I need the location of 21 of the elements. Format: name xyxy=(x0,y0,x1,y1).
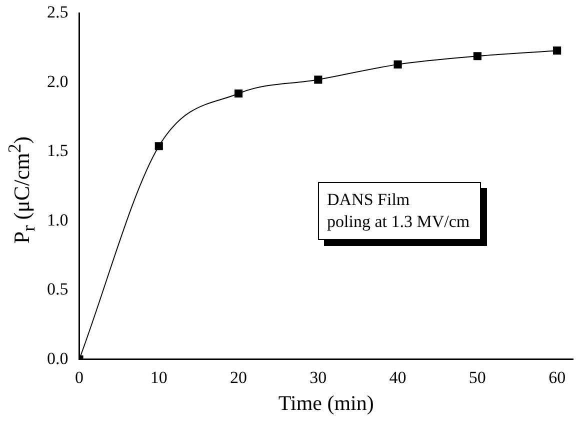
point xyxy=(154,142,163,150)
y-tick-label: 0.5 xyxy=(47,280,68,299)
point xyxy=(234,89,243,98)
x-tick-label: 50 xyxy=(468,368,486,388)
x-tick-label: 20 xyxy=(230,368,248,388)
point xyxy=(553,46,562,55)
annotation: DANS Film poling at 1.3 MV/cm xyxy=(318,182,481,240)
y-tick-label: 0.0 xyxy=(47,348,68,368)
point xyxy=(394,60,402,68)
x-tick-label: 30 xyxy=(310,368,327,388)
y-tick-label: 2.5 xyxy=(47,2,68,22)
point xyxy=(314,76,322,84)
y-tick-label: 2.0 xyxy=(47,72,68,91)
point xyxy=(473,52,482,60)
x-tick-label: 0 xyxy=(75,368,84,388)
y-tick-label: 1.5 xyxy=(47,141,68,160)
x-axis-title: Time (min) xyxy=(278,390,374,415)
x-tick-label: 40 xyxy=(389,368,406,388)
x-tick-label: 60 xyxy=(548,368,566,388)
y-tick-label: 1.0 xyxy=(47,210,68,230)
x-tick-label: 10 xyxy=(150,368,168,388)
